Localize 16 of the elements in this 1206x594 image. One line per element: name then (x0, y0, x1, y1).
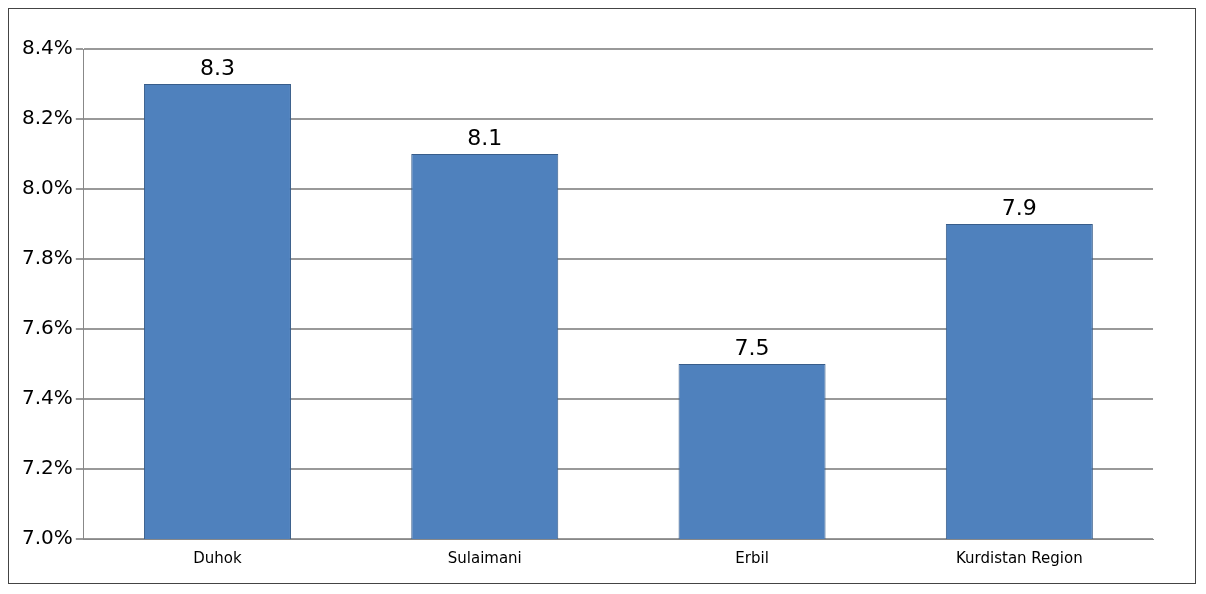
y-tick-label: 8.2% (22, 105, 73, 130)
y-tick-label: 7.2% (22, 455, 73, 480)
x-tick-label: Erbil (735, 548, 769, 567)
y-tick-label: 8.4% (22, 35, 73, 60)
x-tick-label: Duhok (193, 548, 242, 567)
y-tick-label: 7.4% (22, 385, 73, 410)
y-tick-label: 7.8% (22, 245, 73, 270)
y-tick-label: 7.6% (22, 315, 73, 340)
data-label: 7.5 (734, 334, 770, 360)
y-tick-label: 8.0% (22, 175, 73, 200)
x-tick-label: Kurdistan Region (956, 548, 1083, 567)
y-tick-label: 7.0% (22, 525, 73, 550)
data-label: 8.1 (467, 124, 503, 150)
x-tick-label: Sulaimani (447, 548, 522, 567)
data-label: 7.9 (1001, 194, 1037, 220)
data-label: 8.3 (199, 54, 235, 80)
